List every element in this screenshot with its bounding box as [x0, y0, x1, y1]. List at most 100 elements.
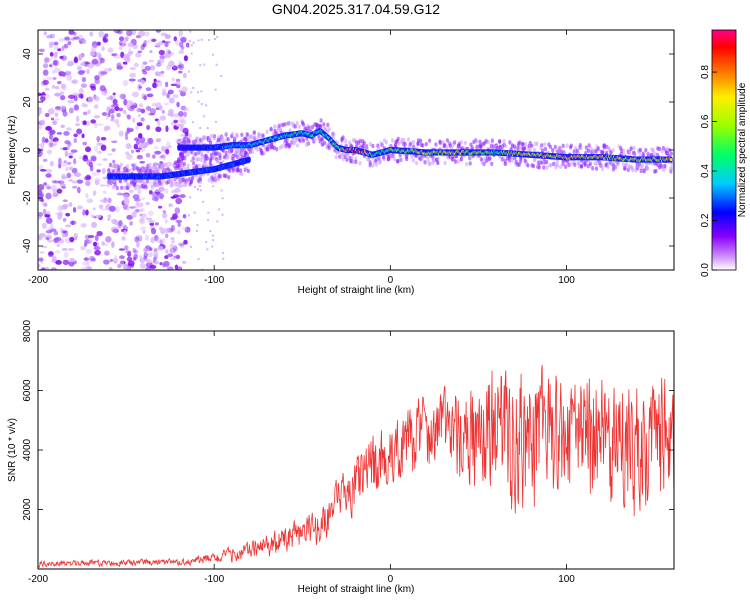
trace-halo — [591, 166, 595, 171]
noise-speckle — [86, 259, 90, 266]
noise-speckle — [129, 72, 137, 78]
noise-speckle — [192, 41, 195, 44]
x-tick-label: -100 — [204, 275, 224, 286]
noise-speckle — [120, 40, 127, 47]
trace-halo — [632, 145, 636, 151]
trace-halo — [657, 146, 662, 152]
noise-speckle — [128, 78, 136, 82]
trace-halo — [611, 148, 615, 153]
trace-halo — [344, 138, 348, 144]
noise-speckle — [50, 117, 55, 121]
noise-speckle — [64, 71, 72, 76]
noise-speckle — [212, 239, 215, 242]
trace-halo — [244, 166, 248, 171]
noise-speckle — [136, 107, 141, 113]
noise-speckle — [41, 267, 46, 270]
noise-speckle — [49, 223, 54, 230]
noise-speckle — [164, 227, 170, 234]
trace-halo — [653, 169, 657, 174]
noise-speckle — [88, 161, 94, 168]
trace-halo — [556, 163, 560, 168]
noise-speckle — [54, 85, 60, 90]
noise-speckle — [149, 264, 157, 270]
trace-halo — [184, 182, 188, 188]
noise-speckle — [114, 118, 120, 125]
noise-speckle — [137, 114, 141, 118]
noise-speckle — [139, 255, 143, 261]
noise-speckle — [178, 49, 185, 55]
trace-halo — [661, 145, 666, 151]
trace-halo — [224, 150, 228, 156]
noise-speckle — [111, 241, 115, 248]
trace-halo — [434, 142, 438, 147]
trace-halo — [378, 159, 382, 164]
noise-speckle — [183, 107, 189, 112]
noise-speckle — [60, 124, 66, 129]
noise-speckle — [82, 120, 87, 126]
noise-speckle — [150, 227, 157, 235]
noise-speckle — [144, 234, 150, 241]
trace-halo — [319, 124, 323, 129]
noise-speckle — [173, 113, 180, 118]
trace-halo — [247, 146, 251, 151]
noise-speckle — [202, 200, 205, 203]
noise-speckle — [122, 79, 129, 87]
noise-speckle — [91, 44, 98, 49]
trace-halo — [114, 165, 118, 171]
trace-halo — [390, 138, 395, 143]
noise-speckle — [111, 148, 116, 152]
noise-speckle — [67, 161, 72, 165]
noise-speckle — [155, 30, 162, 33]
noise-speckle — [56, 243, 60, 247]
noise-speckle — [104, 33, 109, 38]
noise-speckle — [59, 94, 66, 101]
trace-halo — [362, 140, 366, 146]
noise-speckle — [136, 241, 140, 248]
noise-speckle — [149, 64, 156, 71]
noise-speckle — [100, 71, 108, 75]
trace-halo — [119, 162, 123, 168]
noise-speckle — [112, 92, 116, 96]
noise-speckle — [118, 130, 124, 137]
noise-speckle — [197, 100, 200, 103]
noise-speckle — [85, 209, 89, 216]
noise-speckle — [135, 234, 143, 241]
noise-speckle — [71, 79, 79, 85]
noise-speckle — [132, 194, 140, 200]
colorbar: 0.0 0.2 0.4 0.6 0.8 Normalized spectral ampl… — [700, 29, 748, 277]
noise-speckle — [76, 179, 84, 184]
trace-halo — [123, 185, 127, 191]
noise-speckle — [74, 172, 82, 178]
noise-speckle — [221, 213, 224, 216]
noise-speckle — [105, 236, 112, 243]
trace-halo — [350, 155, 354, 161]
noise-speckle — [129, 67, 136, 71]
noise-speckle — [39, 251, 45, 254]
trace-halo — [545, 165, 549, 170]
noise-speckle — [165, 148, 170, 155]
noise-speckle — [98, 204, 104, 210]
noise-speckle — [160, 227, 166, 235]
trace-halo — [469, 155, 473, 160]
noise-speckle — [161, 238, 166, 245]
noise-speckle — [44, 112, 50, 118]
noise-speckle — [171, 77, 175, 82]
noise-speckle — [132, 256, 137, 262]
noise-speckle — [90, 86, 97, 91]
noise-speckle — [96, 230, 103, 237]
noise-speckle — [51, 139, 57, 142]
noise-speckle — [165, 249, 169, 253]
noise-speckle — [103, 125, 109, 132]
noise-speckle — [112, 159, 116, 164]
noise-speckle — [120, 51, 125, 59]
trace-halo — [327, 126, 331, 132]
noise-speckle — [148, 113, 155, 116]
noise-speckle — [139, 136, 146, 144]
noise-speckle — [157, 74, 165, 77]
noise-speckle — [148, 190, 153, 195]
noise-speckle — [41, 201, 48, 205]
trace-halo — [436, 160, 440, 166]
noise-speckle — [162, 212, 168, 219]
trace-halo — [644, 148, 648, 153]
noise-speckle — [162, 40, 166, 44]
